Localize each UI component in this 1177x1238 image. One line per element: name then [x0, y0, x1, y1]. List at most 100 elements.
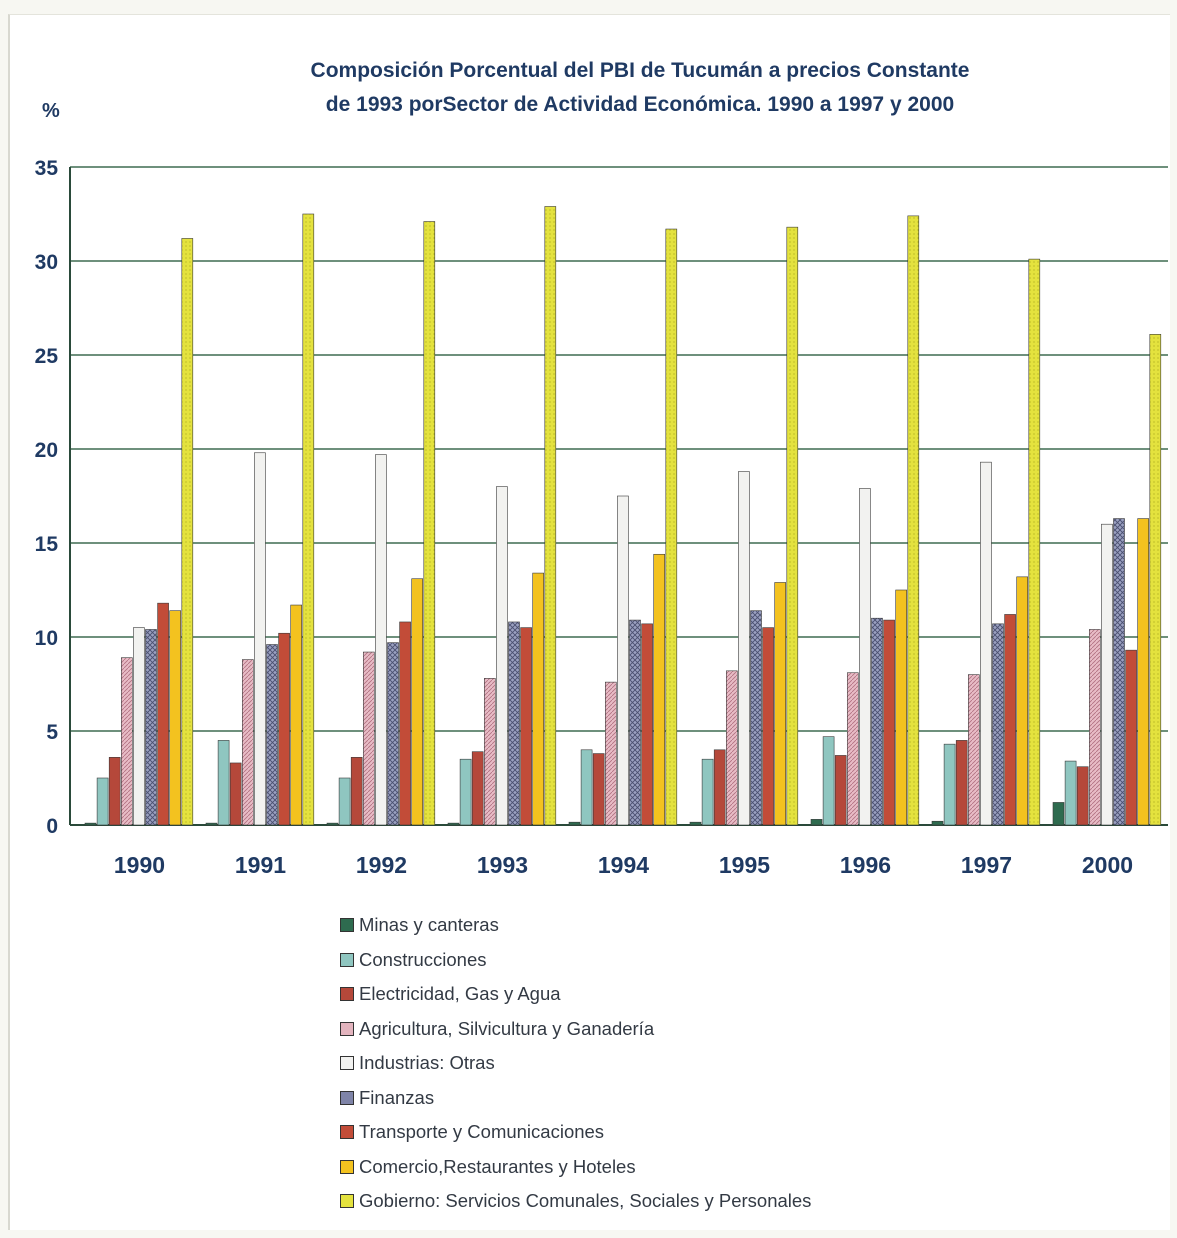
legend-item: Transporte y Comunicaciones: [340, 1115, 811, 1150]
bar: [266, 644, 278, 826]
legend-swatch: [340, 987, 354, 1002]
bar: [750, 610, 762, 826]
bar: [411, 578, 424, 826]
bar: [242, 659, 254, 826]
legend-item: Electricidad, Gas y Agua: [340, 977, 811, 1012]
bar: [229, 762, 242, 826]
bar: [1137, 518, 1149, 826]
bar: [544, 206, 557, 826]
bar: [641, 623, 653, 826]
chart-frame: [8, 14, 1170, 1230]
legend-label: Agricultura, Silvicultura y Ganadería: [359, 1017, 655, 1039]
bar: [1125, 649, 1137, 826]
legend-label: Construcciones: [359, 948, 487, 970]
bar: [907, 215, 920, 826]
bar: [1089, 629, 1101, 826]
bar: [1004, 614, 1016, 826]
bar: [96, 777, 109, 826]
x-tick-label: 1990: [114, 852, 165, 878]
y-tick-label: 0: [46, 815, 58, 838]
y-tick-label: 5: [46, 721, 58, 744]
bar: [278, 632, 290, 826]
bar: [1016, 576, 1029, 826]
bar: [181, 238, 194, 826]
bar: [217, 740, 230, 826]
bar: [617, 495, 629, 826]
legend-swatch: [340, 1159, 354, 1174]
legend-item: Comercio,Restaurantes y Hoteles: [340, 1150, 811, 1185]
bar: [84, 822, 97, 826]
bar: [846, 672, 859, 826]
bar: [375, 454, 387, 826]
bar: [108, 757, 121, 826]
legend-label: Electricidad, Gas y Agua: [359, 983, 561, 1005]
x-tick-label: 1992: [356, 852, 407, 878]
y-tick-label: 10: [35, 627, 58, 650]
bar: [362, 651, 375, 826]
legend-label: Industrias: Otras: [359, 1052, 495, 1074]
legend-label: Finanzas: [359, 1086, 435, 1108]
y-tick-label: 25: [35, 345, 59, 368]
x-tick-label: 1995: [719, 852, 770, 878]
bar: [447, 822, 460, 826]
bar: [1028, 258, 1041, 826]
bar: [725, 670, 738, 826]
legend-swatch: [340, 918, 354, 933]
x-tick-label: 1993: [477, 852, 528, 878]
chart-title-line-2: de 1993 porSector de Actividad Económica…: [325, 93, 955, 116]
bar: [822, 736, 835, 826]
bar: [580, 749, 593, 826]
x-tick-label: 2000: [1082, 852, 1133, 878]
bar: [423, 221, 436, 826]
y-tick-label: 30: [35, 251, 58, 274]
bar: [992, 623, 1004, 826]
legend-swatch: [340, 1090, 354, 1105]
bar: [326, 822, 339, 826]
bar: [701, 758, 714, 826]
bar: [859, 488, 871, 826]
bar: [592, 753, 605, 826]
legend-swatch: [340, 1125, 354, 1140]
x-tick-label: 1996: [840, 852, 891, 878]
bar: [955, 740, 968, 826]
bar: [459, 758, 472, 826]
bar: [653, 553, 666, 826]
chart-legend: Minas y canteras Construcciones Electricid…: [340, 908, 811, 1219]
legend-swatch: [340, 1056, 354, 1071]
bar: [1101, 523, 1113, 826]
bar-chart-plot: 0 5 10 15 20 25 30 35 1990 1991 1992 1993 1994 1995 19…: [35, 157, 1168, 878]
legend-item: Industrias: Otras: [340, 1046, 811, 1081]
bar: [169, 610, 181, 826]
bar: [786, 226, 799, 826]
bar: [604, 681, 617, 826]
legend-item: Finanzas: [340, 1081, 811, 1116]
bar: [302, 213, 315, 826]
legend-label: Minas y canteras: [359, 914, 499, 936]
bar: [532, 572, 545, 826]
legend-swatch: [340, 1021, 354, 1036]
chart-title-line-1: Composición Porcentual del PBI de Tucumá…: [310, 59, 970, 82]
x-tick-label: 1994: [598, 852, 649, 878]
bar: [568, 821, 581, 826]
bar: [895, 589, 908, 826]
bar: [1052, 802, 1065, 826]
legend-item: Gobierno: Servicios Comunales, Sociales …: [340, 1184, 811, 1219]
legend-item: Construcciones: [340, 943, 811, 978]
legend-item: Agricultura, Silvicultura y Ganadería: [340, 1012, 811, 1047]
bar: [629, 619, 641, 826]
bar: [205, 822, 218, 826]
legend-label: Comercio,Restaurantes y Hoteles: [359, 1155, 636, 1177]
bar: [713, 749, 726, 826]
y-axis-unit-label: %: [42, 100, 60, 122]
legend-item: Minas y canteras: [340, 908, 811, 943]
bar: [931, 820, 944, 826]
bar: [133, 627, 145, 826]
bar: [967, 674, 980, 826]
bar: [738, 471, 750, 826]
bar: [1064, 760, 1077, 826]
legend-label: Gobierno: Servicios Comunales, Sociales …: [359, 1190, 812, 1212]
bar: [834, 755, 847, 826]
bar: [350, 757, 363, 826]
legend-swatch: [340, 952, 354, 967]
bar: [883, 619, 895, 826]
